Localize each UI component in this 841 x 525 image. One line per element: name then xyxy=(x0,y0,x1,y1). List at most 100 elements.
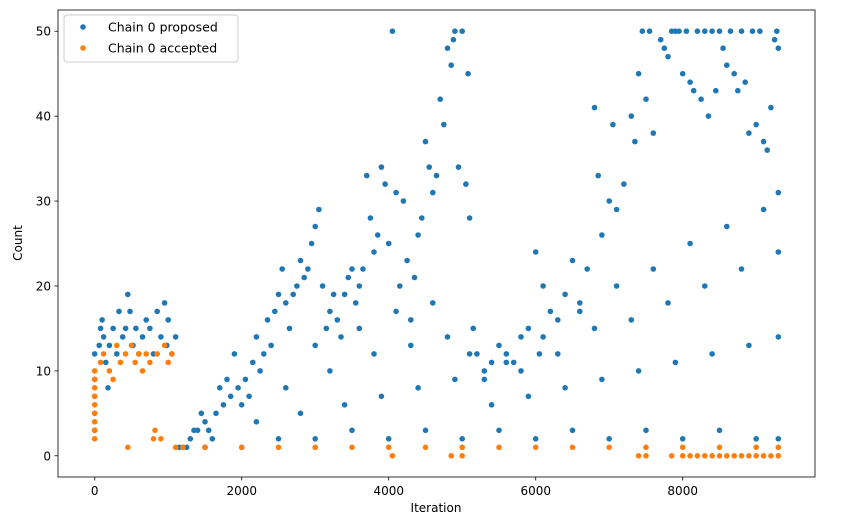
legend-marker-accepted xyxy=(80,45,86,51)
proposed-point xyxy=(474,351,480,357)
proposed-point xyxy=(356,325,363,332)
accepted-point xyxy=(100,351,107,357)
proposed-point xyxy=(709,28,715,34)
proposed-point xyxy=(488,402,495,408)
accepted-point xyxy=(716,444,723,451)
proposed-point xyxy=(753,436,759,442)
proposed-point xyxy=(525,325,532,332)
proposed-point xyxy=(738,28,745,34)
proposed-point xyxy=(341,291,348,298)
proposed-point xyxy=(319,283,326,289)
proposed-point xyxy=(161,300,168,306)
proposed-point xyxy=(643,427,649,434)
accepted-point xyxy=(106,368,113,374)
accepted-point xyxy=(385,444,392,451)
proposed-point xyxy=(334,317,341,323)
proposed-point xyxy=(283,385,289,391)
proposed-point xyxy=(665,300,671,306)
proposed-point xyxy=(775,334,782,340)
accepted-point xyxy=(687,453,693,459)
proposed-point xyxy=(657,36,664,43)
y-tick-label: 20 xyxy=(36,279,51,293)
proposed-point xyxy=(105,385,111,391)
proposed-point xyxy=(746,342,752,349)
proposed-point xyxy=(275,291,282,298)
proposed-point xyxy=(698,96,704,102)
proposed-point xyxy=(577,300,583,306)
proposed-point xyxy=(672,359,679,366)
accepted-point xyxy=(606,444,612,451)
proposed-point xyxy=(389,28,396,34)
proposed-point xyxy=(713,87,719,94)
proposed-point xyxy=(727,28,734,34)
proposed-point xyxy=(465,70,471,77)
proposed-point xyxy=(286,325,293,332)
proposed-point xyxy=(172,334,179,340)
proposed-point xyxy=(268,342,274,349)
accepted-point xyxy=(702,453,708,459)
accepted-point xyxy=(150,436,157,442)
proposed-point xyxy=(632,138,638,145)
accepted-point xyxy=(147,359,153,366)
proposed-point xyxy=(679,70,686,77)
proposed-point xyxy=(119,334,126,340)
proposed-point xyxy=(106,342,113,349)
proposed-point xyxy=(459,28,466,34)
legend-marker-proposed xyxy=(80,24,86,30)
proposed-point xyxy=(415,385,421,391)
proposed-point xyxy=(536,351,543,357)
proposed-point xyxy=(122,325,129,332)
accepted-point xyxy=(117,359,124,366)
proposed-point xyxy=(312,223,319,230)
accepted-point xyxy=(532,444,539,451)
proposed-point xyxy=(731,70,737,77)
proposed-point xyxy=(433,172,440,179)
accepted-point xyxy=(91,368,98,374)
proposed-point xyxy=(496,427,502,434)
proposed-point xyxy=(297,257,304,264)
accepted-point xyxy=(158,436,164,442)
proposed-point xyxy=(463,181,469,187)
proposed-point xyxy=(308,240,315,247)
proposed-point xyxy=(367,215,374,221)
proposed-point xyxy=(110,325,116,332)
proposed-point xyxy=(775,189,782,196)
proposed-point xyxy=(397,283,403,289)
proposed-point xyxy=(143,317,149,323)
proposed-point xyxy=(220,402,227,408)
proposed-point xyxy=(408,342,414,349)
proposed-point xyxy=(705,113,712,119)
y-tick-label: 30 xyxy=(36,195,51,209)
proposed-point xyxy=(613,283,620,289)
proposed-point xyxy=(562,385,568,391)
proposed-point xyxy=(452,28,458,34)
proposed-point xyxy=(385,240,392,247)
proposed-point xyxy=(709,351,715,357)
accepted-point xyxy=(154,351,160,357)
proposed-point xyxy=(312,342,319,349)
plot-area xyxy=(58,10,815,477)
proposed-point xyxy=(555,351,561,357)
x-tick-label: 6000 xyxy=(520,484,551,498)
accepted-point xyxy=(760,453,767,459)
proposed-point xyxy=(760,138,767,145)
proposed-point xyxy=(577,308,583,315)
proposed-point xyxy=(606,436,612,442)
x-axis-ticks: 0 2000 4000 6000 8000 xyxy=(91,477,698,498)
proposed-point xyxy=(430,189,436,196)
accepted-point xyxy=(389,453,396,459)
proposed-point xyxy=(275,436,282,442)
proposed-point xyxy=(165,317,171,323)
proposed-point xyxy=(371,351,377,357)
proposed-point xyxy=(301,274,308,281)
proposed-point xyxy=(760,206,767,213)
proposed-point xyxy=(540,334,546,340)
accepted-point xyxy=(716,453,723,459)
proposed-point xyxy=(448,62,455,68)
proposed-point xyxy=(591,104,598,111)
legend-label-proposed: Chain 0 proposed xyxy=(108,20,218,35)
proposed-point xyxy=(411,274,418,281)
proposed-point xyxy=(147,325,153,332)
proposed-point xyxy=(702,283,708,289)
proposed-point xyxy=(349,266,355,272)
